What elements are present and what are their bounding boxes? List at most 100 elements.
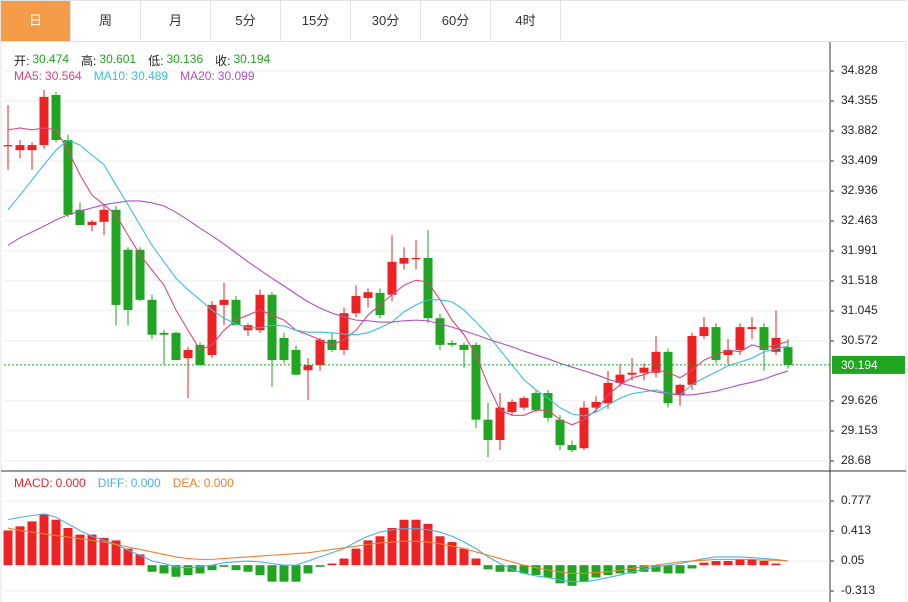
period-tab[interactable]: 日 (1, 1, 71, 41)
candle-body (531, 393, 541, 411)
macd-bar (627, 565, 637, 574)
legend-name: MA5: (14, 69, 43, 83)
ohlc-label: 低: (148, 54, 164, 68)
period-tab[interactable]: 60分 (421, 1, 491, 41)
legend-item: MA5: 30.564 (14, 69, 82, 83)
macd-legend: MACD: 0.000 DIFF: 0.000 DEA: 0.000 (14, 476, 234, 490)
period-tab[interactable]: 月 (141, 1, 211, 41)
macd-bar (519, 565, 529, 574)
macd-bar (147, 565, 157, 572)
legend-name: MA20: (180, 69, 215, 83)
macd-bar (471, 558, 481, 566)
legend-value: 30.099 (217, 69, 255, 83)
ohlc-label: 收: (215, 54, 231, 68)
macd-bar (207, 565, 217, 571)
last-price-tag (832, 355, 905, 374)
candle-body (255, 294, 265, 331)
candle-body (783, 347, 793, 365)
macd-bar (399, 519, 409, 566)
indicator-line (7, 127, 789, 426)
candle-body (147, 299, 157, 335)
candle-body (267, 294, 277, 361)
candle-body (315, 339, 325, 366)
candle-body (123, 249, 133, 310)
macd-bar (615, 565, 625, 574)
macd-bar (411, 519, 421, 566)
candle-body (219, 299, 229, 305)
candle-body (711, 327, 721, 361)
macd-bar (759, 561, 769, 566)
y-tick-label: 31.518 (841, 273, 878, 287)
candle-body (579, 407, 589, 449)
macd-bar (339, 558, 349, 566)
indicator-line (7, 200, 789, 396)
macd-bar (567, 565, 577, 586)
period-tab[interactable]: 4时 (491, 1, 561, 41)
candle-body (75, 209, 85, 225)
period-tabs: 日周月 5分 15分 30分 60分 4时 (0, 0, 906, 42)
ohlc-item: 收: 30.194 (215, 52, 270, 69)
ohlc-label: 高: (81, 54, 97, 68)
candle-body (567, 445, 577, 451)
macd-bar (75, 534, 85, 566)
candle-body (387, 261, 397, 295)
legend-name: MACD: (14, 476, 53, 490)
candle-body (27, 145, 37, 151)
candle-body (171, 332, 181, 361)
candle-body (435, 318, 445, 345)
candle-body (591, 401, 601, 408)
macd-bar (123, 548, 133, 566)
candle-body (351, 296, 361, 314)
candle-body (651, 351, 661, 373)
candle-body (207, 304, 217, 356)
macd-bar (315, 565, 325, 567)
indicator-line (7, 513, 789, 583)
period-tab[interactable]: 15分 (281, 1, 351, 41)
candle-body (627, 372, 637, 375)
macd-bar (531, 565, 541, 576)
y-tick-label: 29.626 (841, 393, 878, 407)
macd-bar (159, 565, 169, 574)
y-tick-label: 33.409 (841, 153, 878, 167)
y-tick-label: -0.313 (841, 583, 875, 597)
macd-bar (27, 521, 37, 566)
y-tick-label: 32.936 (841, 183, 878, 197)
macd-bar (663, 565, 673, 574)
y-tick-label: 33.882 (841, 123, 878, 137)
y-tick-label: 0.05 (841, 553, 865, 567)
indicator-line (7, 527, 789, 574)
macd-bar (723, 561, 733, 566)
candle-body (411, 257, 421, 260)
macd-bar (675, 565, 685, 574)
macd-bar (447, 542, 457, 566)
candle-body (3, 145, 13, 147)
macd-bar (435, 536, 445, 566)
macd-bar (351, 548, 361, 566)
candle-body (723, 349, 733, 356)
macd-bar (639, 565, 649, 572)
candle-body (39, 96, 49, 146)
ohlc-value: 30.136 (166, 52, 204, 66)
legend-value: 0.000 (203, 476, 234, 490)
macd-bar (771, 563, 781, 566)
candle-body (339, 313, 349, 350)
macd-bar (87, 534, 97, 566)
candle-body (471, 344, 481, 420)
candle-body (495, 407, 505, 441)
period-tab[interactable]: 5分 (211, 1, 281, 41)
period-tab[interactable]: 周 (71, 1, 141, 41)
y-tick-label: 30.572 (841, 333, 878, 347)
macd-bar (423, 523, 433, 566)
macd-bar (459, 548, 469, 566)
macd-bar (135, 554, 145, 566)
macd-bar (183, 565, 193, 576)
period-tab[interactable]: 30分 (351, 1, 421, 41)
candle-body (99, 209, 109, 222)
candle-body (483, 419, 493, 441)
candle-body (87, 221, 97, 225)
macd-bar (291, 565, 301, 582)
indicator-line (7, 139, 789, 417)
legend-name: DIFF: (97, 476, 128, 490)
macd-bar (711, 561, 721, 566)
ohlc-item: 高: 30.601 (81, 52, 136, 69)
